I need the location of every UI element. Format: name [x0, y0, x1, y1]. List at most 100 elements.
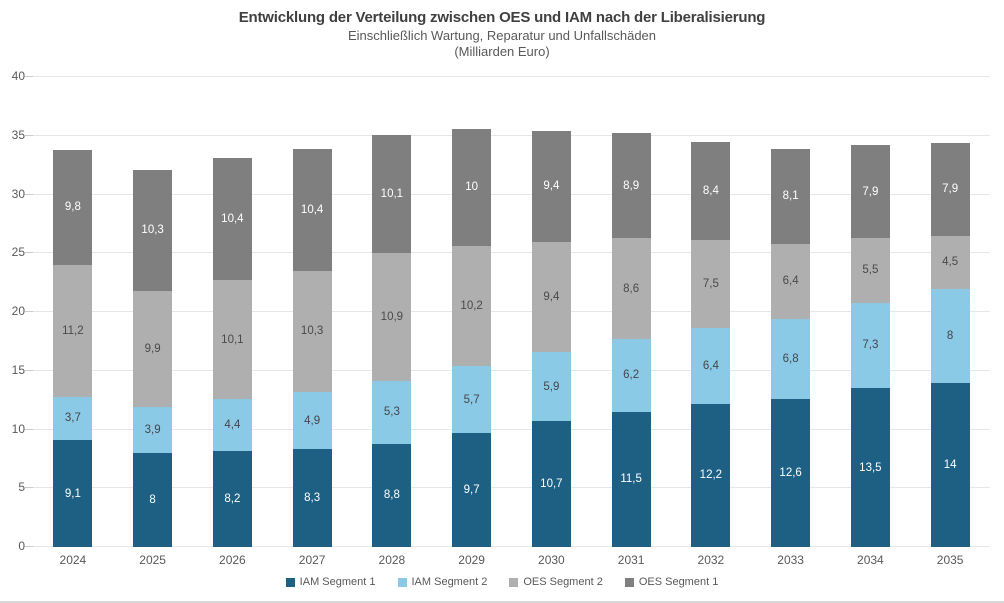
legend-item: IAM Segment 1 — [285, 576, 376, 588]
y-tick-label-15: 15 — [11, 362, 25, 377]
bar-segment: 3,7 — [53, 396, 93, 441]
stacked-bar-2029: 10 10,2 5,7 9,7 — [452, 128, 492, 547]
bar-segment: 9,4 — [531, 131, 571, 242]
bar-segment: 4,9 — [292, 391, 332, 450]
bar-slot-2028: 10,1 10,9 5,3 8,8 — [352, 77, 432, 547]
y-tick-label-20: 20 — [11, 304, 25, 318]
legend-item: OES Segment 2 — [509, 576, 603, 588]
bar-segment: 7,9 — [930, 142, 970, 236]
bar-segment: 7,9 — [850, 145, 890, 238]
legend-item: IAM Segment 2 — [397, 576, 488, 588]
x-tick-label-2035: 2035 — [936, 553, 964, 567]
gridline-15 — [25, 369, 990, 371]
bar-segment: 12,6 — [771, 398, 811, 547]
bar-slot-2031: 8,9 8,6 6,2 11,5 — [591, 77, 671, 547]
x-tick-label-2025: 2025 — [139, 553, 166, 567]
bar-segment: 6,2 — [611, 339, 651, 412]
bar-slot-2033: 8,1 6,4 6,8 12,6 — [751, 77, 831, 547]
bar-segment: 8,8 — [372, 443, 412, 547]
bar-segment: 8,6 — [611, 237, 651, 340]
bar-segment: 9,7 — [452, 433, 492, 547]
bar-segment: 10,3 — [133, 169, 173, 291]
bar-segment: 9,9 — [133, 290, 173, 408]
x-tick-label-2033: 2033 — [777, 553, 804, 567]
stacked-bar-2031: 8,9 8,6 6,2 11,5 — [611, 133, 651, 547]
stacked-bar-2025: 10,3 9,9 3,9 8 — [133, 169, 173, 547]
x-axis-labels: 2024 2025 2026 2027 2028 2029 2030 2031 2032 2033… — [33, 553, 990, 567]
stacked-bar-2033: 8,1 6,4 6,8 12,6 — [771, 148, 811, 547]
bar-segment: 10,9 — [372, 253, 412, 382]
stacked-bar-2027: 10,4 10,3 4,9 8,3 — [292, 148, 332, 547]
bar-segment: 8 — [133, 453, 173, 547]
gridline-35 — [25, 134, 990, 136]
bar-segment: 9,1 — [53, 440, 93, 547]
bar-segment: 10,2 — [452, 246, 492, 367]
bar-segment: 6,8 — [771, 319, 811, 399]
legend-item: OES Segment 1 — [624, 576, 718, 588]
x-tick-label-2031: 2031 — [617, 553, 645, 567]
bar-segment: 11,5 — [611, 411, 651, 547]
bar-segment: 11,2 — [53, 265, 93, 397]
x-tick-label-2030: 2030 — [538, 553, 565, 567]
bar-slot-2024: 9,8 11,2 3,7 9,1 — [33, 77, 113, 547]
chart-title: Entwicklung der Verteilung zwischen OES … — [238, 9, 766, 26]
bar-segment: 5,9 — [531, 351, 571, 422]
bar-segment: 6,4 — [691, 328, 731, 404]
bar-segment: 12,2 — [691, 403, 731, 547]
chart-header: Entwicklung der Verteilung zwischen OES … — [0, 8, 1004, 60]
gridline-20 — [25, 311, 990, 312]
gridline-10 — [25, 428, 990, 430]
bars-container: 9,8 11,2 3,7 9,1 10,3 9,9 3,9 8 10,4 10,1 4,4 8,2 10… — [33, 77, 990, 547]
x-tick-label-2024: 2024 — [59, 553, 87, 567]
y-axis-labels: 0 5 10 15 20 25 30 35 40 — [0, 69, 25, 553]
bar-slot-2034: 7,9 5,5 7,3 13,5 — [831, 77, 911, 547]
plot-area: 9,8 11,2 3,7 9,1 10,3 9,9 3,9 8 10,4 10,1 4,4 8,2 10… — [25, 76, 990, 547]
bar-segment: 10,4 — [212, 158, 252, 281]
bar-slot-2025: 10,3 9,9 3,9 8 — [113, 77, 193, 547]
legend-marker-icon — [397, 577, 407, 587]
y-tick-label-40: 40 — [11, 69, 25, 83]
bar-segment: 8,3 — [292, 449, 332, 547]
chart-subtitle: Einschließlich Wartung, Reparatur und Un… — [347, 28, 657, 43]
chart-unit-line: (Milliarden Euro) — [454, 44, 550, 59]
stacked-bar-2028: 10,1 10,9 5,3 8,8 — [372, 134, 412, 547]
legend-label: IAM Segment 1 — [299, 576, 376, 588]
gridline-25 — [25, 252, 990, 254]
y-tick-label-30: 30 — [11, 186, 25, 201]
bar-segment: 14 — [930, 382, 970, 547]
bar-segment: 4,5 — [930, 235, 970, 289]
bar-slot-2029: 10 10,2 5,7 9,7 — [432, 77, 512, 547]
bar-segment: 9,4 — [531, 241, 571, 352]
stacked-bar-2030: 9,4 9,4 5,9 10,7 — [531, 131, 571, 547]
bar-segment: 13,5 — [850, 388, 890, 547]
bar-segment: 10 — [452, 128, 492, 247]
bar-segment: 3,9 — [133, 407, 173, 453]
gridline-5 — [25, 487, 990, 489]
legend-marker-icon — [285, 577, 295, 587]
x-tick-label-2027: 2027 — [298, 553, 326, 567]
bar-segment: 8,1 — [771, 148, 811, 244]
bar-segment: 9,8 — [53, 149, 93, 266]
legend-label: OES Segment 2 — [523, 576, 603, 588]
bar-segment: 4,4 — [212, 398, 252, 451]
legend-label: IAM Segment 2 — [411, 576, 488, 588]
y-tick-label-5: 5 — [18, 480, 25, 495]
stacked-bar-2034: 7,9 5,5 7,3 13,5 — [850, 145, 890, 547]
bar-slot-2026: 10,4 10,1 4,4 8,2 — [193, 77, 273, 547]
bar-segment: 8,4 — [691, 141, 731, 241]
y-tick-label-25: 25 — [11, 245, 25, 260]
bar-segment: 10,7 — [531, 421, 571, 547]
bar-segment: 10,3 — [292, 270, 332, 392]
stacked-bar-2035: 7,9 4,5 8 14 — [930, 142, 970, 547]
y-tick-label-0: 0 — [18, 539, 25, 553]
y-tick-label-10: 10 — [11, 421, 25, 436]
x-tick-label-2034: 2034 — [857, 553, 884, 567]
bar-slot-2032: 8,4 7,5 6,4 12,2 — [671, 77, 751, 547]
bar-slot-2030: 9,4 9,4 5,9 10,7 — [512, 77, 592, 547]
bar-segment: 10,1 — [212, 280, 252, 399]
bar-segment: 7,3 — [850, 302, 890, 389]
legend-marker-icon — [624, 577, 634, 587]
bar-slot-2027: 10,4 10,3 4,9 8,3 — [272, 77, 352, 547]
bar-segment: 5,7 — [452, 366, 492, 434]
